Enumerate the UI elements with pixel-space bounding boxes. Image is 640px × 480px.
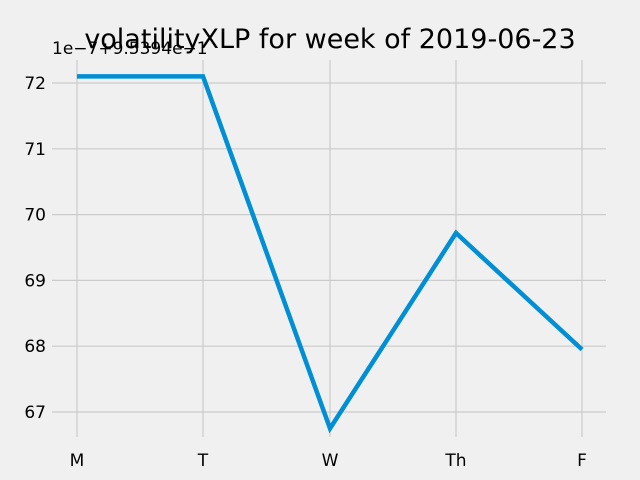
y-axis-ticks: 67 68 69 70 71 72 xyxy=(24,74,46,423)
x-axis-ticks: M T W Th F xyxy=(70,451,587,471)
chart-title: volatilityXLP for week of 2019-06-23 xyxy=(84,24,575,55)
y-axis-offset-label: 1e−7+9.5394e−1 xyxy=(52,39,208,59)
x-tick-label: T xyxy=(197,451,209,471)
y-tick-label: 68 xyxy=(24,337,46,357)
x-tick-label: M xyxy=(70,451,85,471)
y-tick-label: 69 xyxy=(24,271,46,291)
y-tick-label: 70 xyxy=(24,206,46,226)
x-tick-label: F xyxy=(577,451,587,471)
y-tick-label: 67 xyxy=(24,403,46,423)
series-lines xyxy=(76,74,584,434)
grid-lines xyxy=(52,60,606,437)
y-tick-label: 71 xyxy=(24,140,46,160)
x-tick-label: Th xyxy=(444,451,466,471)
y-tick-label: 72 xyxy=(24,74,46,94)
x-tick-label: W xyxy=(322,451,339,471)
